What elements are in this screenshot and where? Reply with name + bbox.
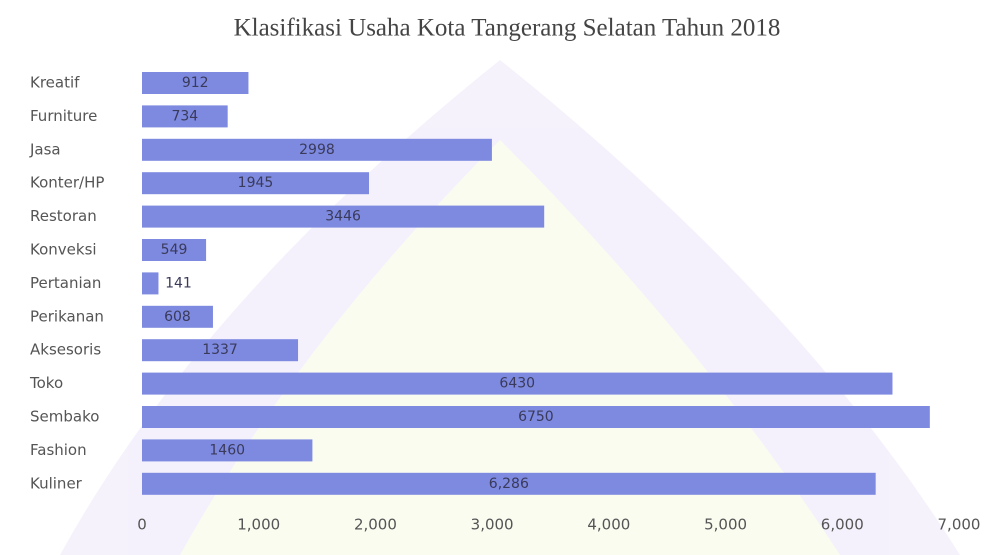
x-tick-label: 6,000 xyxy=(821,516,864,534)
x-tick-label: 1,000 xyxy=(237,516,280,534)
x-tick-label: 4,000 xyxy=(587,516,630,534)
x-tick-label: 3,000 xyxy=(471,516,514,534)
value-label: 6,286 xyxy=(489,476,529,492)
y-tick-label: Kuliner xyxy=(30,474,83,492)
y-tick-label: Konveksi xyxy=(30,241,97,259)
value-label: 2998 xyxy=(299,142,335,158)
page: Klasifikasi Usaha Kota Tangerang Selatan… xyxy=(0,0,998,555)
y-tick-label: Restoran xyxy=(30,207,97,225)
x-tick-label: 7,000 xyxy=(938,516,981,534)
value-label: 141 xyxy=(165,275,192,291)
value-label: 549 xyxy=(161,242,188,258)
bar xyxy=(142,272,158,294)
value-label: 1945 xyxy=(238,175,274,191)
y-tick-label: Toko xyxy=(29,374,63,392)
y-tick-label: Jasa xyxy=(29,140,61,158)
y-tick-label: Furniture xyxy=(30,107,97,125)
value-label: 608 xyxy=(164,309,191,325)
x-tick-label: 0 xyxy=(137,516,147,534)
y-tick-label: Pertanian xyxy=(30,274,101,292)
value-label: 1337 xyxy=(202,342,238,358)
y-tick-label: Aksesoris xyxy=(30,341,101,359)
value-label: 1460 xyxy=(209,442,245,458)
x-tick-label: 5,000 xyxy=(704,516,747,534)
y-tick-label: Sembako xyxy=(30,408,99,426)
value-label: 6430 xyxy=(499,376,535,392)
value-label: 6750 xyxy=(518,409,554,425)
value-label: 912 xyxy=(182,75,209,91)
x-tick-label: 2,000 xyxy=(354,516,397,534)
value-label: 734 xyxy=(171,108,198,124)
value-label: 3446 xyxy=(325,209,361,225)
y-tick-label: Fashion xyxy=(30,441,87,459)
chart-title: Klasifikasi Usaha Kota Tangerang Selatan… xyxy=(234,15,781,42)
y-tick-label: Kreatif xyxy=(30,74,80,92)
chart: Klasifikasi Usaha Kota Tangerang Selatan… xyxy=(0,0,998,555)
y-tick-label: Konter/HP xyxy=(30,174,104,192)
y-tick-label: Perikanan xyxy=(30,307,104,325)
